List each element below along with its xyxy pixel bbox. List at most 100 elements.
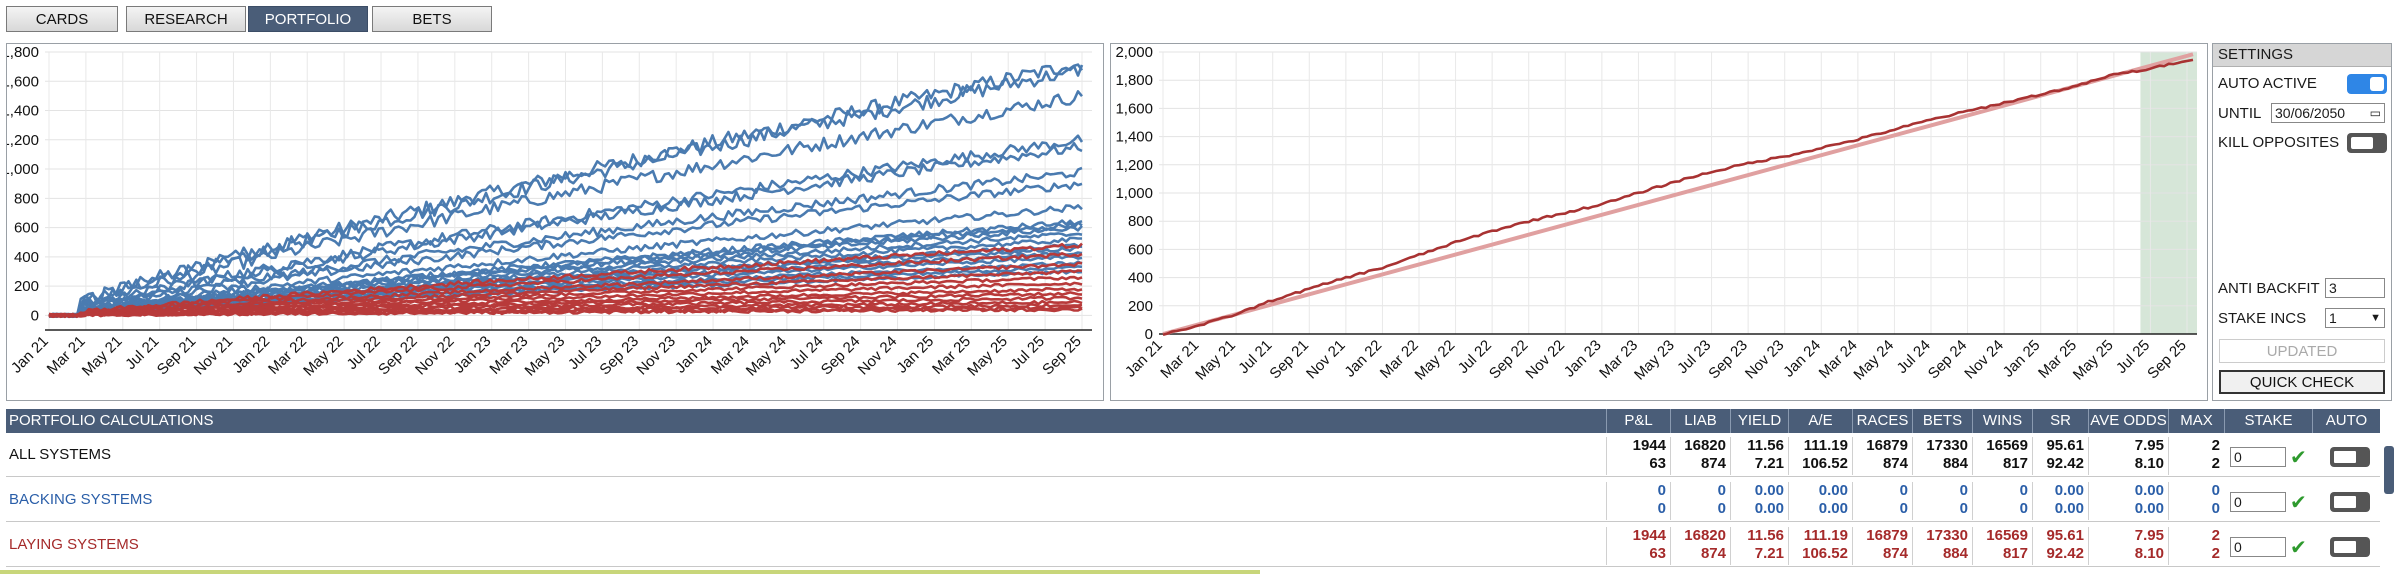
x-tick-label: Jan 21: [8, 333, 52, 377]
col-pnl: P&L: [1606, 409, 1670, 433]
cell-bottom-value: 106.52: [1802, 545, 1848, 562]
trend-line: [1162, 52, 2194, 336]
stake-input[interactable]: 0: [2230, 537, 2286, 557]
cell-bets: 17330 884: [1912, 437, 1972, 475]
col-bets: BETS: [1912, 409, 1972, 433]
cell-top-value: 1944: [1632, 437, 1666, 454]
tab-bets[interactable]: BETS: [372, 6, 492, 32]
auto-toggle[interactable]: [2330, 492, 2370, 512]
cell-sr: 95.61 92.42: [2032, 527, 2088, 565]
cell-bottom-value: 7.21: [1754, 545, 1784, 562]
systems-equity-chart: 1,800 1,600 1,400 1,200 1,000 800 600 400 200 0 Ja…: [6, 43, 1104, 401]
auto-active-toggle[interactable]: [2347, 74, 2387, 94]
cell-bottom-value: 874: [1700, 545, 1726, 562]
checkmark-icon[interactable]: ✔: [2290, 447, 2307, 469]
calendar-icon[interactable]: ▭: [2369, 106, 2381, 120]
cell-top-value: 16879: [1866, 527, 1908, 544]
cell-bottom-value: 0.00: [1754, 500, 1784, 517]
cell-pnl: 1944 63: [1606, 437, 1670, 475]
cell-top-value: 2: [2211, 527, 2220, 544]
tab-research[interactable]: RESEARCH: [126, 6, 246, 32]
until-date-field[interactable]: 30/06/2050 ▭: [2271, 103, 2385, 123]
cell-bottom-value: 92.42: [2046, 545, 2084, 562]
x-tick-label: Nov 21: [191, 333, 237, 379]
x-tick-label: Jan 22: [1341, 337, 1385, 381]
x-tick-label: May 23: [1631, 337, 1678, 384]
x-tick-label: Nov 22: [1522, 337, 1568, 383]
until-label: UNTIL: [2218, 105, 2262, 122]
checkmark-icon[interactable]: ✔: [2290, 537, 2307, 559]
col-max-dd: MAX DD: [2168, 409, 2224, 453]
row-name: ALL SYSTEMS: [9, 446, 111, 463]
col-liab: LIAB: [1670, 409, 1730, 433]
table-row[interactable]: ALL SYSTEMS 1944 63 16820 874 11.56 7.21 111.19…: [6, 433, 2380, 477]
y-tick-label: 400: [1128, 270, 1153, 287]
x-tick-label: Jan 24: [672, 333, 716, 377]
updated-button[interactable]: UPDATED: [2219, 339, 2385, 363]
stake-input[interactable]: 0: [2230, 447, 2286, 467]
backing-series-line: [48, 90, 1083, 319]
anti-backfit-input[interactable]: 3: [2325, 278, 2385, 298]
settings-panel: SETTINGS AUTO ACTIVE UNTIL 30/06/2050 ▭ …: [2212, 43, 2392, 401]
x-tick-label: Sep 21: [154, 333, 200, 379]
cell-top-value: 0: [2211, 482, 2220, 499]
y-tick-label: 0: [31, 307, 39, 324]
laying-series-line: [48, 252, 1083, 319]
cell-top-value: 0.00: [2134, 482, 2164, 499]
laying-series-line: [48, 242, 1083, 318]
x-tick-label: Jan 21: [1122, 337, 1166, 381]
table-row[interactable]: LAYING SYSTEMS 1944 63 16820 874 11.56 7.21 111…: [6, 523, 2380, 567]
cell-top-value: 7.95: [2134, 437, 2164, 454]
row-name: BACKING SYSTEMS: [9, 491, 153, 508]
toggle-knob: [2333, 540, 2357, 554]
kill-opposites-label: KILL OPPOSITES: [2218, 134, 2340, 151]
stake-incs-select[interactable]: 1 ▼: [2325, 308, 2385, 328]
table-scrollbar[interactable]: [2384, 446, 2394, 494]
y-tick-label: 600: [14, 220, 39, 237]
tab-cards[interactable]: CARDS: [6, 6, 118, 32]
checkmark-icon[interactable]: ✔: [2290, 492, 2307, 514]
tab-portfolio[interactable]: PORTFOLIO: [248, 6, 368, 32]
table-row[interactable]: BACKING SYSTEMS 0 0 0 0 0.00 0.00 0.00 0.00 0 0 0 0 0…: [6, 478, 2380, 522]
cell-top-value: 0: [2019, 482, 2028, 499]
toggle-knob: [2333, 450, 2357, 464]
x-tick-label: Nov 21: [1303, 337, 1349, 383]
cell-yield: 11.56 7.21: [1730, 437, 1788, 475]
backing-series-line: [48, 181, 1083, 319]
cell-bottom-value: 7.21: [1754, 455, 1784, 472]
laying-series-line: [48, 295, 1083, 318]
x-tick-label: May 24: [743, 333, 790, 380]
table-title: PORTFOLIO CALCULATIONS: [9, 412, 214, 429]
cell-top-value: 11.56: [1747, 527, 1784, 544]
auto-active-label: AUTO ACTIVE: [2218, 75, 2317, 92]
row-name: LAYING SYSTEMS: [9, 536, 139, 553]
y-tick-label: 1,600: [7, 73, 39, 90]
x-tick-label: May 22: [1412, 337, 1459, 384]
y-tick-label: 400: [14, 249, 39, 266]
cell-top-value: 16820: [1684, 527, 1726, 544]
cell-top-value: 95.61: [2046, 437, 2084, 454]
stake-input[interactable]: 0: [2230, 492, 2286, 512]
quick-check-button[interactable]: QUICK CHECK: [2219, 370, 2385, 394]
cell-bottom-value: 884: [1942, 455, 1968, 472]
cell-top-value: 7.95: [2134, 527, 2164, 544]
y-tick-label: 1,400: [1115, 129, 1153, 146]
cell-sr: 95.61 92.42: [2032, 437, 2088, 475]
cell-bottom-value: 0: [2211, 500, 2220, 517]
y-tick-label: 1,800: [1115, 72, 1153, 89]
auto-toggle[interactable]: [2330, 447, 2370, 467]
cell-yield: 0.00 0.00: [1730, 482, 1788, 520]
cell-top-value: 0: [1959, 482, 1968, 499]
cell-races: 16879 874: [1852, 527, 1912, 565]
auto-toggle[interactable]: [2330, 537, 2370, 557]
x-tick-label: Sep 23: [596, 333, 642, 379]
cell-bottom-value: 8.10: [2134, 545, 2164, 562]
x-tick-label: Sep 22: [1486, 337, 1532, 383]
kill-opposites-toggle[interactable]: [2347, 133, 2387, 153]
cell-top-value: 111.19: [1803, 527, 1848, 544]
col-ae: A/E: [1788, 409, 1852, 433]
col-stake: STAKE: [2224, 409, 2312, 433]
y-tick-label: 2,000: [1115, 44, 1153, 61]
x-tick-label: Jan 22: [229, 333, 273, 377]
